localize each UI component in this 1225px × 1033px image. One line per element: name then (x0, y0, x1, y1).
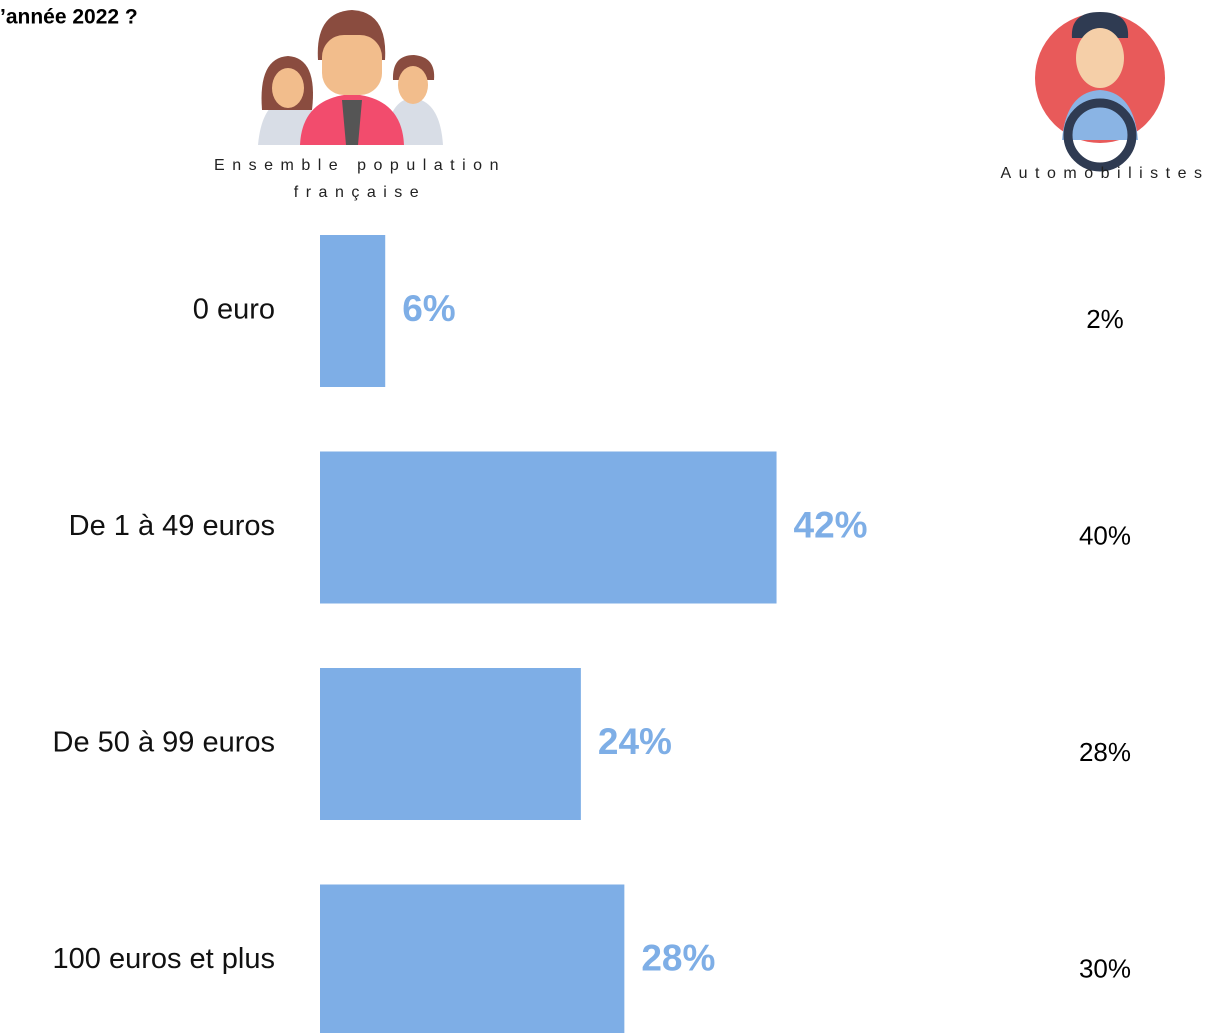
driver-icon (1035, 12, 1165, 167)
column-value-label: 2% (1086, 304, 1124, 334)
chart-title: ’année 2022 ? (0, 6, 138, 29)
series-name: Automobilistes (985, 160, 1225, 187)
family-icon (258, 10, 443, 145)
column-value-label: 28% (1079, 737, 1131, 767)
series-name: Ensemble population française (175, 152, 545, 206)
column-value-label: 40% (1079, 520, 1131, 550)
column-value-label: 30% (1079, 953, 1131, 983)
bar-value-label: 24% (598, 721, 672, 762)
bar-value-label: 6% (402, 288, 455, 329)
bar (320, 235, 385, 387)
bar-value-label: 42% (794, 504, 868, 545)
bar (320, 885, 624, 1033)
category-label: 0 euro (193, 294, 275, 326)
bar (320, 452, 777, 604)
category-label: 100 euros et plus (53, 943, 275, 975)
bar (320, 668, 581, 820)
bar-value-label: 28% (641, 937, 715, 978)
category-label: De 50 à 99 euros (53, 727, 275, 759)
page: ’année 2022 ? 0 euro 6% 2% De 1 à 49 euros 4… (0, 0, 1225, 1033)
category-label: De 1 à 49 euros (69, 510, 275, 542)
